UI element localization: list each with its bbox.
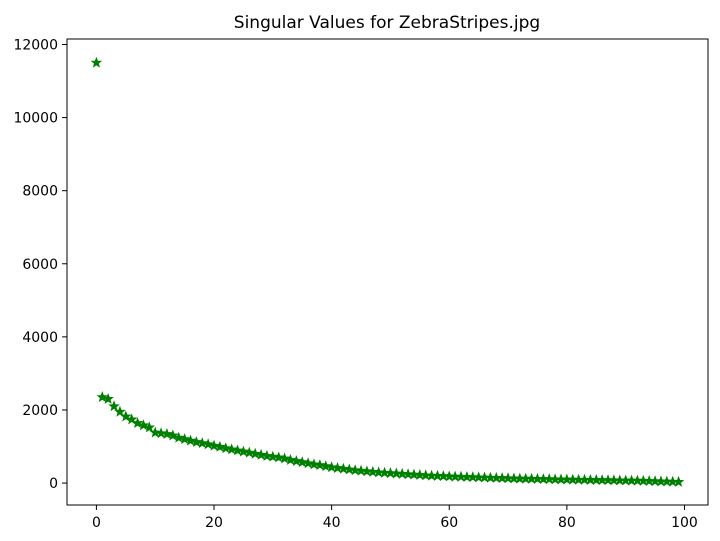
data-point: [284, 453, 297, 465]
data-point: [237, 445, 250, 457]
data-point: [214, 440, 226, 452]
data-point: [108, 400, 120, 412]
data-point: [261, 449, 273, 461]
data-point: [337, 462, 350, 474]
data-point: [161, 428, 173, 439]
data-point: [149, 426, 161, 438]
data-point: [672, 475, 685, 487]
data-point: [190, 436, 203, 448]
x-tick-label: 40: [323, 515, 341, 531]
data-point: [178, 433, 191, 445]
data-point: [349, 464, 361, 476]
data-point: [202, 438, 214, 450]
data-point: [255, 448, 267, 460]
data-point: [355, 464, 367, 476]
data-point: [308, 458, 320, 470]
x-tick-label: 80: [558, 515, 576, 531]
data-point: [278, 452, 291, 464]
data-point: [231, 444, 244, 456]
data-point: [361, 465, 373, 477]
data-point: [220, 442, 232, 454]
data-point: [96, 391, 109, 403]
data-point: [196, 437, 209, 449]
data-point: [131, 417, 144, 429]
y-tick-label: 8000: [22, 184, 58, 200]
y-tick-label: 6000: [22, 257, 58, 273]
data-point: [114, 405, 126, 417]
data-point: [184, 434, 197, 446]
data-point: [167, 429, 179, 441]
data-point: [208, 439, 220, 451]
data-point: [155, 427, 167, 439]
y-tick-label: 2000: [22, 403, 58, 419]
y-tick-label: 12000: [13, 37, 58, 53]
data-point: [343, 463, 356, 475]
data-point: [290, 455, 303, 467]
data-point: [314, 459, 326, 471]
plot-area-frame: [66, 38, 709, 506]
x-tick-label: 0: [92, 515, 101, 531]
data-point: [243, 446, 256, 458]
data-point: [331, 462, 344, 473]
data-point: [143, 421, 156, 433]
data-point: [225, 443, 238, 455]
x-tick-label: 100: [671, 515, 698, 531]
data-point: [320, 460, 332, 472]
data-point: [249, 447, 261, 459]
x-axis: 0 20 40 60 80 100: [92, 505, 698, 531]
data-point: [267, 450, 279, 462]
x-tick-label: 60: [440, 515, 458, 531]
data-point: [296, 456, 308, 468]
data-point: [125, 413, 138, 425]
y-axis: 0 2000 4000 6000 8000 10000 12000: [13, 37, 67, 492]
data-point: [90, 56, 103, 68]
y-tick-label: 0: [49, 476, 58, 492]
data-point: [367, 465, 379, 477]
data-point: [120, 410, 132, 422]
data-point: [325, 461, 338, 473]
data-point: [137, 419, 150, 431]
data-point: [272, 451, 285, 463]
data-point: [102, 392, 114, 404]
chart-title: Singular Values for ZebraStripes.jpg: [234, 13, 540, 33]
data-point: [172, 431, 185, 443]
x-tick-label: 20: [205, 515, 223, 531]
data-series: [90, 56, 685, 487]
y-tick-label: 10000: [13, 111, 58, 127]
y-tick-label: 4000: [22, 330, 58, 346]
data-point: [302, 457, 314, 469]
